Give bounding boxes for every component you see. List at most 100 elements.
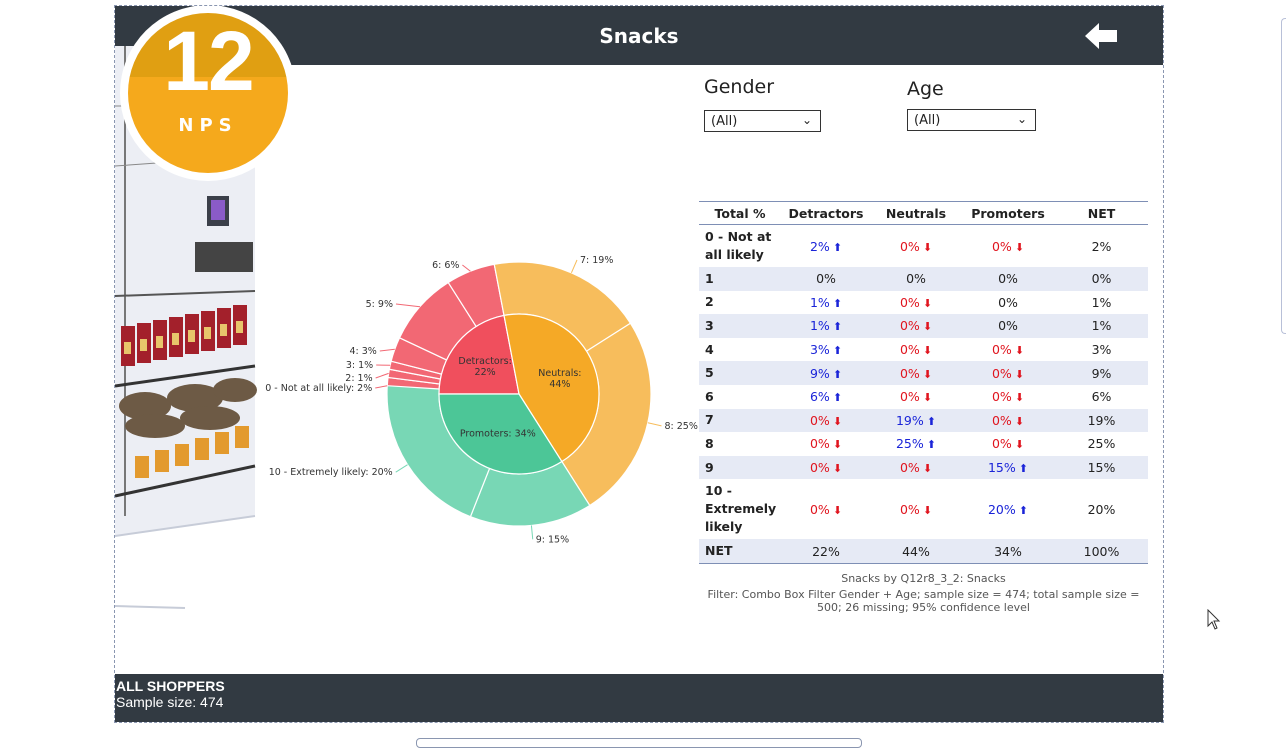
outer-slice-label: 6: 6% — [432, 260, 459, 271]
arrow-up-icon: ⬆ — [833, 297, 842, 310]
leader-line — [571, 260, 577, 273]
table-cell: 3%⬆ — [781, 338, 871, 362]
arrow-up-icon: ⬆ — [833, 344, 842, 357]
arrow-down-icon: ⬇ — [833, 438, 842, 451]
table-cell: 3% — [1055, 338, 1148, 362]
row-label: 1 — [699, 267, 781, 291]
arrow-up-icon: ⬆ — [927, 438, 936, 451]
column-header: Total % — [699, 202, 781, 225]
outer-slice-label: 0 - Not at all likely: 2% — [265, 383, 372, 394]
row-label: 3 — [699, 314, 781, 338]
table-cell: 2%⬆ — [781, 225, 871, 268]
arrow-down-icon: ⬇ — [923, 320, 932, 333]
leader-line — [462, 265, 470, 271]
table-cell: 0%⬇ — [871, 338, 961, 362]
nps-label: NPS — [128, 115, 288, 136]
back-arrow-icon[interactable] — [1085, 23, 1117, 49]
column-header: Promoters — [961, 202, 1055, 225]
arrow-down-icon: ⬇ — [1015, 391, 1024, 404]
arrow-down-icon: ⬇ — [923, 391, 932, 404]
arrow-down-icon: ⬇ — [923, 368, 932, 381]
table-cell: 19% — [1055, 409, 1148, 433]
table-cell: 0%⬇ — [871, 456, 961, 480]
table-cell: 0%⬇ — [961, 225, 1055, 268]
table-cell: 15% — [1055, 456, 1148, 480]
nps-score: 12 — [128, 19, 288, 103]
arrow-down-icon: ⬇ — [1015, 368, 1024, 381]
arrow-down-icon: ⬇ — [1015, 415, 1024, 428]
leader-line — [376, 373, 389, 378]
gender-filter-label: Gender — [704, 76, 774, 98]
table-cell: 1% — [1055, 314, 1148, 338]
outer-slice-label: 8: 25% — [664, 421, 697, 432]
table-cell: 19%⬆ — [871, 409, 961, 433]
table-cell: 0%⬇ — [871, 385, 961, 409]
gender-select[interactable]: (All) ⌄ — [704, 110, 821, 132]
footnote-filter: Filter: Combo Box Filter Gender + Age; s… — [699, 588, 1148, 614]
age-select[interactable]: (All) ⌄ — [907, 109, 1036, 131]
outer-slice-label: 9: 15% — [536, 534, 569, 545]
leader-line — [380, 349, 395, 351]
sample-size: Sample size: 474 — [116, 694, 223, 710]
arrow-up-icon: ⬆ — [833, 391, 842, 404]
table-cell: 0%⬇ — [961, 385, 1055, 409]
arrow-up-icon: ⬆ — [833, 241, 842, 254]
row-label: 8 — [699, 432, 781, 456]
dashboard-frame: Snacks — [114, 5, 1164, 723]
bottom-scroll-tab[interactable] — [416, 738, 862, 748]
column-header: NET — [1055, 202, 1148, 225]
table-cell: 0%⬇ — [781, 409, 871, 433]
row-label: 4 — [699, 338, 781, 362]
table-cell: 0%⬇ — [871, 225, 961, 268]
arrow-down-icon: ⬇ — [923, 344, 932, 357]
table-cell: 25% — [1055, 432, 1148, 456]
table-cell: 25%⬆ — [871, 432, 961, 456]
table-cell: 6%⬆ — [781, 385, 871, 409]
table-cell: 34% — [961, 539, 1055, 563]
outer-slice-label: 3: 1% — [346, 360, 373, 371]
arrow-down-icon: ⬇ — [833, 462, 842, 475]
row-label: NET — [699, 539, 781, 563]
arrow-up-icon: ⬆ — [927, 415, 936, 428]
table-cell: 0% — [961, 314, 1055, 338]
table-cell: 20%⬆ — [961, 479, 1055, 539]
nps-badge: 12 NPS — [120, 5, 296, 181]
table-cell: 0%⬇ — [961, 361, 1055, 385]
scrollbar[interactable] — [1281, 18, 1286, 334]
inner-slice-label: Promoters: 34% — [460, 429, 536, 440]
leader-line — [531, 525, 532, 539]
arrow-up-icon: ⬆ — [833, 368, 842, 381]
outer-slice-label: 5: 9% — [366, 299, 393, 310]
chevron-down-icon: ⌄ — [1017, 112, 1027, 126]
row-label: 10 - Extremely likely — [699, 479, 781, 539]
arrow-down-icon: ⬇ — [923, 462, 932, 475]
table-cell: 1%⬆ — [781, 314, 871, 338]
leader-line — [396, 465, 408, 473]
arrow-up-icon: ⬆ — [1019, 504, 1028, 517]
arrow-down-icon: ⬇ — [923, 241, 932, 254]
arrow-down-icon: ⬇ — [923, 504, 932, 517]
table-cell: 0%⬇ — [871, 361, 961, 385]
table-cell: 44% — [871, 539, 961, 563]
row-label: 2 — [699, 291, 781, 315]
audience-title: ALL SHOPPERS — [116, 678, 225, 694]
arrow-up-icon: ⬆ — [833, 320, 842, 333]
nps-sunburst-chart: Detractors:22%Neutrals:44%Promoters: 34%… — [255, 236, 705, 566]
arrow-down-icon: ⬇ — [1015, 344, 1024, 357]
outer-slice-label: 2: 1% — [345, 373, 372, 384]
table-cell: 6% — [1055, 385, 1148, 409]
table-cell: 100% — [1055, 539, 1148, 563]
table-cell: 0%⬇ — [871, 479, 961, 539]
table-cell: 0% — [871, 267, 961, 291]
table-cell: 22% — [781, 539, 871, 563]
